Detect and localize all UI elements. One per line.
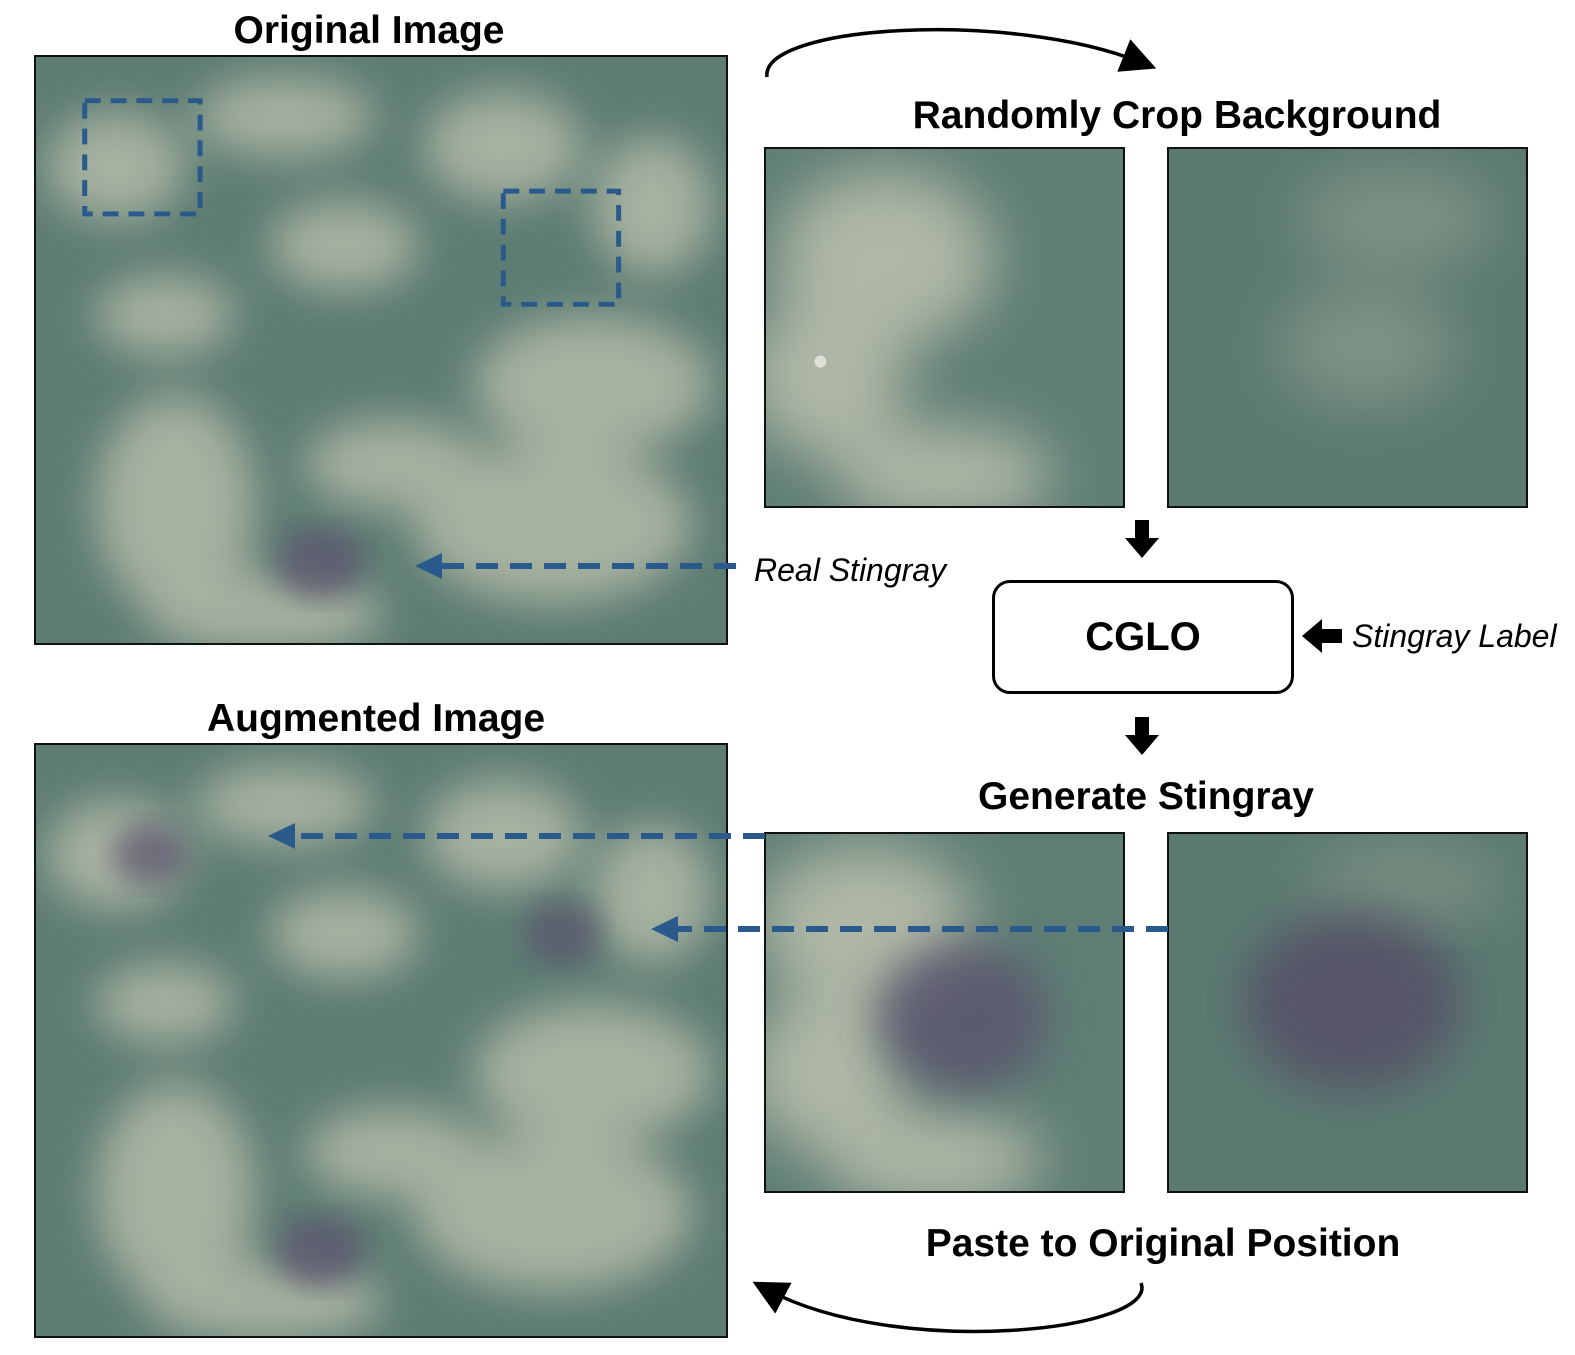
real-stingray-arrow — [415, 553, 736, 579]
paste-arrow-2 — [651, 916, 1168, 942]
real-stingray-label: Real Stingray — [754, 552, 947, 588]
down-arrow-to-cglo — [1125, 520, 1159, 558]
cglo-model-box: CGLO — [992, 580, 1294, 694]
augmented-image-title: Augmented Image — [206, 697, 546, 740]
down-arrow-from-cglo — [1125, 717, 1159, 755]
paste-arrow-1 — [268, 823, 765, 849]
original-image — [34, 55, 728, 645]
augmented-image — [34, 743, 728, 1338]
crop-background-1 — [764, 147, 1125, 508]
crop-curve-arrow — [765, 28, 1157, 78]
original-image-title: Original Image — [233, 9, 505, 52]
label-arrow-to-cglo — [1302, 619, 1342, 653]
generate-stingray-title: Generate Stingray — [978, 775, 1314, 818]
generated-stingray-1 — [764, 832, 1125, 1193]
random-crop-title: Randomly Crop Background — [912, 94, 1442, 137]
cglo-label: CGLO — [1085, 614, 1201, 659]
paste-curve-arrow — [752, 1281, 1144, 1334]
crop-background-2 — [1167, 147, 1528, 508]
generated-stingray-2 — [1167, 832, 1528, 1193]
stingray-label-input: Stingray Label — [1352, 618, 1557, 654]
paste-position-title: Paste to Original Position — [925, 1222, 1401, 1265]
